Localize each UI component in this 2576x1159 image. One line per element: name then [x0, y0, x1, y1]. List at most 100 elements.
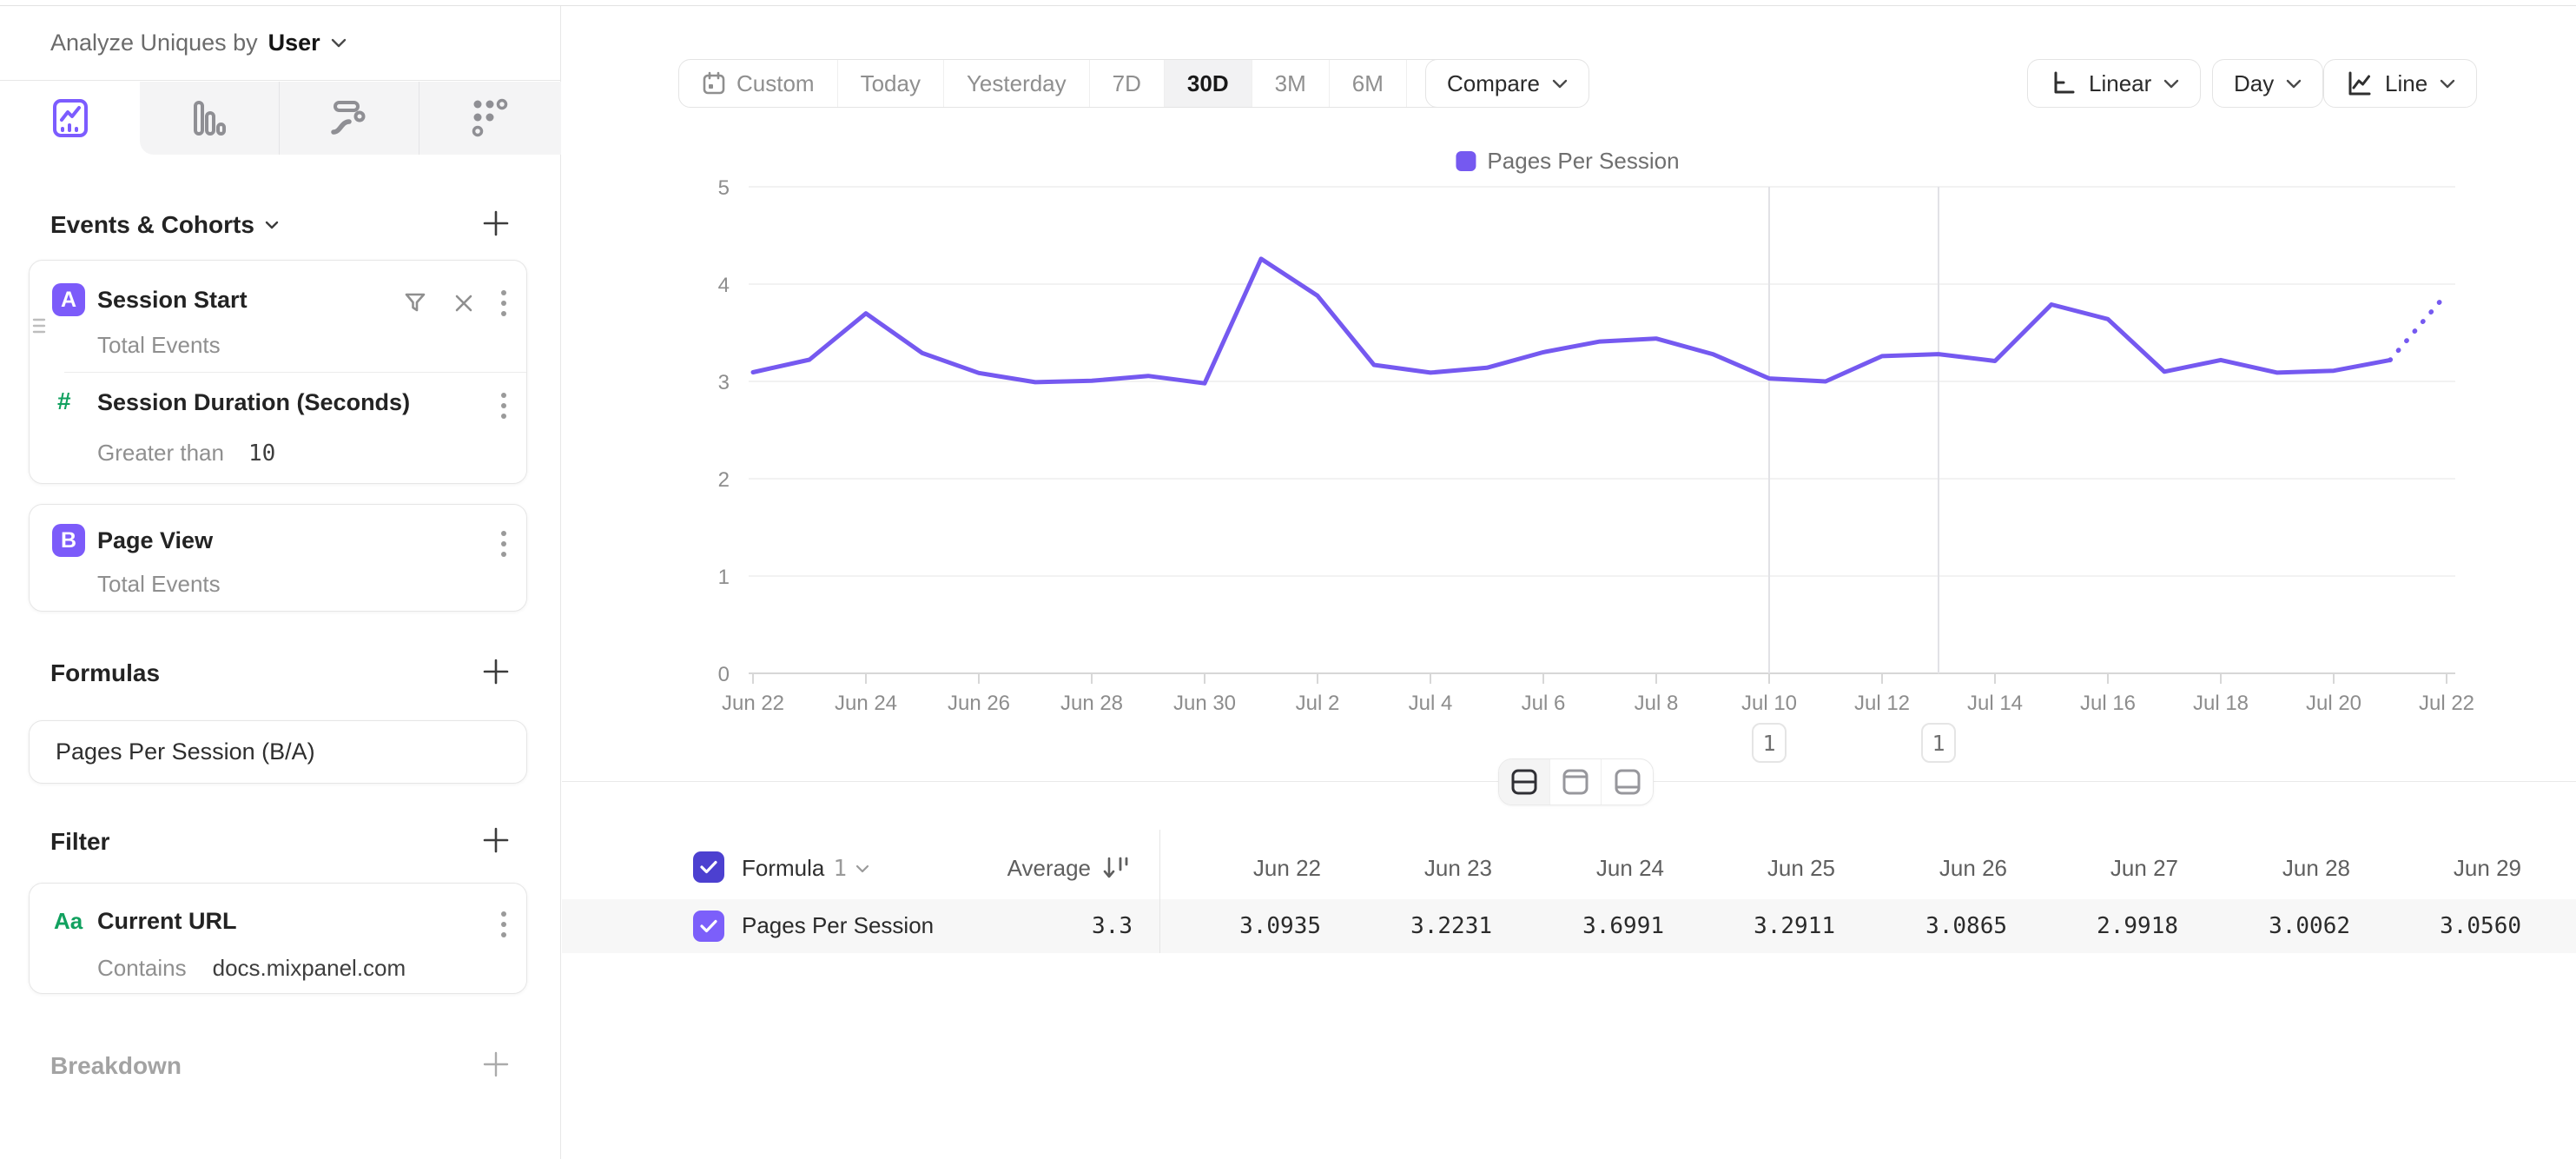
range-3m[interactable]: 3M [1252, 60, 1330, 107]
filter-property-name[interactable]: Current URL [97, 908, 237, 934]
add-breakdown-button[interactable] [480, 1049, 512, 1080]
cell-value: 3.0062 [2269, 913, 2350, 939]
cell-value: 3.0865 [1925, 913, 2007, 939]
x-axis-label: Jul 16 [2080, 692, 2136, 715]
plus-icon [483, 827, 509, 853]
tab-retention[interactable] [419, 82, 559, 155]
toggle-chart-only[interactable] [1550, 759, 1602, 805]
chart-legend[interactable]: Pages Per Session [1456, 148, 1680, 175]
tab-insights-line[interactable] [0, 82, 140, 155]
add-event-button[interactable] [480, 208, 512, 239]
kebab-menu-icon[interactable] [500, 910, 507, 939]
range-7d[interactable]: 7D [1090, 60, 1165, 107]
events-cohorts-header[interactable]: Events & Cohorts [50, 211, 279, 239]
range-custom[interactable]: Custom [679, 60, 838, 107]
filter-row-actions [500, 910, 507, 939]
plus-icon [483, 659, 509, 685]
range-yesterday[interactable]: Yesterday [944, 60, 1090, 107]
table-column-separator [1159, 830, 1160, 953]
kebab-menu-icon[interactable] [500, 391, 507, 421]
tab-flows[interactable] [280, 82, 419, 155]
event-letter-badge: A [52, 283, 85, 316]
range-today[interactable]: Today [838, 60, 944, 107]
filter-card-current-url[interactable]: Aa Current URL Contains docs.mixpanel.co… [29, 883, 527, 994]
chart-type-tabs [0, 82, 561, 155]
event-name[interactable]: Page View [97, 527, 214, 553]
plus-icon [483, 1051, 509, 1077]
chart-line [750, 256, 2393, 386]
cell-value: 3.0935 [1239, 913, 1321, 939]
average-column-header[interactable]: Average [895, 855, 1133, 882]
event-name[interactable]: Session Start [97, 287, 248, 313]
analyze-by-value[interactable]: User [268, 30, 320, 56]
range-6m[interactable]: 6M [1330, 60, 1407, 107]
property-operator[interactable]: Greater than [97, 440, 224, 466]
y-axis-label: 3 [718, 371, 730, 394]
filter-funnel-icon[interactable] [403, 291, 427, 315]
event-metric[interactable]: Total Events [97, 332, 221, 358]
average-header-label: Average [1007, 855, 1091, 881]
cell-value: 3.2231 [1410, 913, 1492, 939]
range-30d[interactable]: 30D [1164, 60, 1252, 107]
formula-column-header[interactable]: Formula 1 [742, 855, 869, 882]
event-row-actions [500, 529, 507, 559]
chart-type-label: Line [2385, 70, 2428, 96]
view-toggle-group [1498, 758, 1654, 805]
tab-bar-chart[interactable] [140, 82, 280, 155]
x-axis-label: Jul 18 [2193, 692, 2249, 715]
annotation-badge[interactable] [1752, 723, 1787, 763]
filter-value[interactable]: docs.mixpanel.com [212, 955, 406, 981]
remove-x-icon[interactable] [453, 293, 474, 314]
table-row[interactable] [562, 899, 2576, 953]
x-axis-label: Jun 30 [1173, 692, 1236, 715]
select-all-checkbox[interactable] [693, 851, 724, 883]
property-name[interactable]: Session Duration (Seconds) [97, 389, 411, 415]
analyze-by-label: Analyze Uniques by [50, 30, 258, 56]
flows-icon [331, 101, 366, 135]
kebab-menu-icon[interactable] [500, 288, 507, 318]
chart-type-button[interactable]: Line [2323, 59, 2478, 108]
event-card-page-view[interactable]: B Page View Total Events [29, 504, 527, 612]
add-filter-button[interactable] [480, 825, 512, 856]
x-axis-label: Jun 24 [835, 692, 897, 715]
formula-expression[interactable]: Pages Per Session (B/A) [56, 738, 315, 765]
chevron-down-icon [855, 864, 869, 872]
date-column-header: Jun 22 [1252, 855, 1321, 881]
range-label: 3M [1274, 70, 1306, 96]
legend-swatch [1456, 151, 1476, 171]
property-value[interactable]: 10 [248, 440, 276, 467]
drag-handle-icon[interactable] [31, 316, 47, 335]
cell-value: 3.6991 [1582, 913, 1664, 939]
bar-chart-icon [194, 101, 226, 136]
formula-header-label: Formula [742, 855, 825, 881]
kebab-menu-icon[interactable] [500, 529, 507, 559]
annotation-badge[interactable] [1921, 723, 1956, 763]
filter-operator[interactable]: Contains [97, 955, 187, 981]
event-metric[interactable]: Total Events [97, 571, 221, 597]
sort-descending-icon[interactable] [1101, 856, 1133, 882]
interval-label: Day [2234, 70, 2275, 96]
date-column-header: Jun 23 [1423, 855, 1492, 881]
insights-chart-icon [52, 99, 88, 137]
compare-label: Compare [1447, 70, 1540, 96]
row-series-name: Pages Per Session [742, 912, 935, 938]
compare-button[interactable]: Compare [1425, 59, 1589, 108]
event-card-session-start[interactable]: A Session Start Total Events # Session D… [29, 260, 527, 484]
toggle-table-only[interactable] [1602, 759, 1653, 805]
toggle-split-view[interactable] [1499, 759, 1550, 805]
retention-grid-icon [472, 98, 507, 137]
formula-card[interactable]: Pages Per Session (B/A) [29, 720, 527, 784]
number-property-icon: # [57, 387, 71, 414]
x-axis-label: Jul 12 [1854, 692, 1910, 715]
y-axis-label: 4 [718, 274, 730, 297]
add-formula-button[interactable] [480, 656, 512, 687]
date-column-header: Jun 25 [1767, 855, 1835, 881]
filter-title: Filter [50, 828, 110, 855]
scale-button[interactable]: Linear [2027, 59, 2202, 108]
filter-header: Filter [50, 828, 109, 856]
interval-button[interactable]: Day [2212, 59, 2324, 108]
breakdown-header: Breakdown [50, 1052, 182, 1080]
row-checkbox[interactable] [693, 911, 724, 942]
x-axis-label: Jul 22 [2419, 692, 2474, 715]
